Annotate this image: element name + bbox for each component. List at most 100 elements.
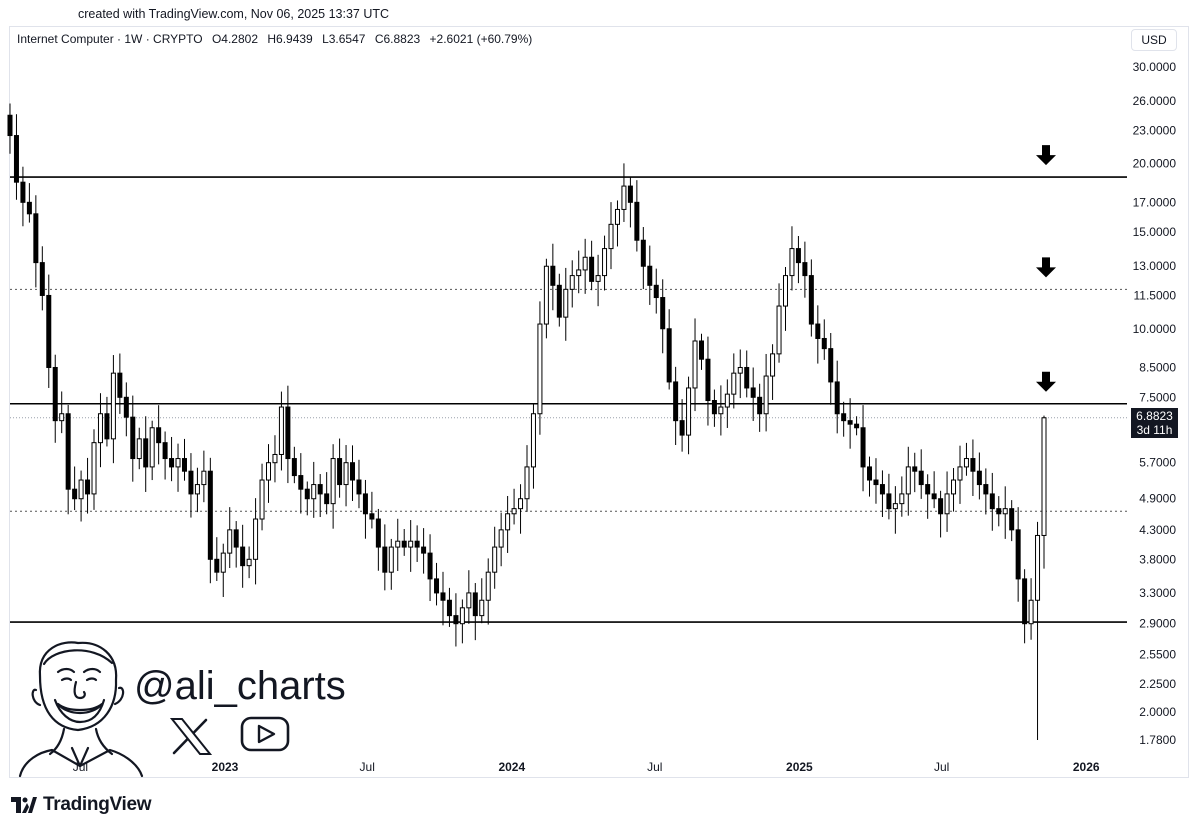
candle[interactable] xyxy=(666,309,672,390)
candle[interactable] xyxy=(576,250,582,294)
candle[interactable] xyxy=(802,241,808,298)
candle[interactable] xyxy=(401,529,407,556)
candle[interactable] xyxy=(304,481,310,516)
candle[interactable] xyxy=(660,279,666,354)
candle[interactable] xyxy=(123,382,129,437)
candle[interactable] xyxy=(530,403,536,489)
candle[interactable] xyxy=(46,274,52,388)
candle[interactable] xyxy=(724,379,730,428)
candle[interactable] xyxy=(589,240,595,291)
candle[interactable] xyxy=(201,450,207,503)
candle[interactable] xyxy=(602,235,608,291)
candle[interactable] xyxy=(97,393,103,468)
candle[interactable] xyxy=(240,524,246,588)
candle[interactable] xyxy=(72,466,78,511)
candle[interactable] xyxy=(718,385,724,436)
candle[interactable] xyxy=(808,259,814,337)
candle[interactable] xyxy=(26,183,32,223)
candle[interactable] xyxy=(143,416,149,492)
candle[interactable] xyxy=(227,507,233,569)
candle[interactable] xyxy=(737,349,743,399)
candle[interactable] xyxy=(343,445,349,507)
candle[interactable] xyxy=(563,267,569,341)
candle[interactable] xyxy=(931,471,937,509)
candle[interactable] xyxy=(918,449,924,499)
candle[interactable] xyxy=(388,538,394,590)
candle[interactable] xyxy=(569,260,575,308)
candle[interactable] xyxy=(1015,507,1021,602)
candle[interactable] xyxy=(59,391,65,434)
candle[interactable] xyxy=(117,353,123,414)
candle[interactable] xyxy=(537,301,543,435)
candle[interactable] xyxy=(970,439,976,497)
candle[interactable] xyxy=(983,468,989,515)
symbol-label[interactable]: Internet Computer · 1W · CRYPTO xyxy=(17,32,203,46)
candle[interactable] xyxy=(427,534,433,602)
candle[interactable] xyxy=(78,470,84,522)
candle[interactable] xyxy=(731,353,737,409)
candle[interactable] xyxy=(220,543,226,597)
candle[interactable] xyxy=(789,226,795,291)
candle[interactable] xyxy=(498,512,504,567)
candle[interactable] xyxy=(912,452,918,493)
candle[interactable] xyxy=(408,520,414,572)
candle[interactable] xyxy=(782,266,789,331)
candle[interactable] xyxy=(892,486,898,534)
candle[interactable] xyxy=(434,562,440,606)
candle[interactable] xyxy=(356,459,362,509)
candle[interactable] xyxy=(85,457,91,514)
candle[interactable] xyxy=(472,583,478,641)
candle[interactable] xyxy=(744,350,750,398)
candle[interactable] xyxy=(13,114,19,200)
candle[interactable] xyxy=(395,518,401,571)
candle[interactable] xyxy=(879,470,885,518)
candle[interactable] xyxy=(925,474,931,519)
candle[interactable] xyxy=(957,445,963,504)
candle[interactable] xyxy=(259,463,265,531)
candle[interactable] xyxy=(1028,578,1034,640)
candle[interactable] xyxy=(698,333,704,370)
candle[interactable] xyxy=(492,526,498,589)
candle[interactable] xyxy=(194,467,200,513)
candle[interactable] xyxy=(634,180,640,252)
candle[interactable] xyxy=(214,537,220,581)
candle[interactable] xyxy=(362,479,368,539)
candle[interactable] xyxy=(621,163,627,222)
candle[interactable] xyxy=(175,443,181,492)
candle[interactable] xyxy=(873,458,879,504)
candle[interactable] xyxy=(673,366,679,445)
candle[interactable] xyxy=(169,436,175,482)
candle[interactable] xyxy=(951,468,957,512)
candle[interactable] xyxy=(763,353,769,432)
candle[interactable] xyxy=(33,195,39,288)
candle[interactable] xyxy=(414,525,420,562)
candle[interactable] xyxy=(7,103,13,154)
x-logo-icon[interactable] xyxy=(169,718,213,755)
candle[interactable] xyxy=(686,376,692,455)
author-handle[interactable]: @ali_charts xyxy=(134,664,346,708)
currency-button[interactable]: USD xyxy=(1131,29,1177,51)
candle[interactable] xyxy=(963,442,969,476)
candle[interactable] xyxy=(640,227,646,290)
candle[interactable] xyxy=(770,344,776,400)
youtube-icon[interactable] xyxy=(240,716,290,752)
candle[interactable] xyxy=(479,578,485,624)
candle[interactable] xyxy=(188,453,194,518)
candle[interactable] xyxy=(886,473,892,520)
candle[interactable] xyxy=(291,446,297,484)
candle[interactable] xyxy=(841,401,847,437)
candle[interactable] xyxy=(39,246,45,311)
candle[interactable] xyxy=(285,385,291,484)
candle[interactable] xyxy=(149,420,155,481)
candle[interactable] xyxy=(750,367,756,421)
candle[interactable] xyxy=(582,238,588,294)
candle[interactable] xyxy=(156,405,162,465)
candle[interactable] xyxy=(317,474,323,518)
candle[interactable] xyxy=(136,427,142,470)
candle[interactable] xyxy=(369,491,375,529)
candle[interactable] xyxy=(52,354,58,443)
candle[interactable] xyxy=(505,495,511,553)
candle[interactable] xyxy=(1035,521,1041,740)
candle[interactable] xyxy=(246,546,252,579)
candle[interactable] xyxy=(556,273,562,327)
